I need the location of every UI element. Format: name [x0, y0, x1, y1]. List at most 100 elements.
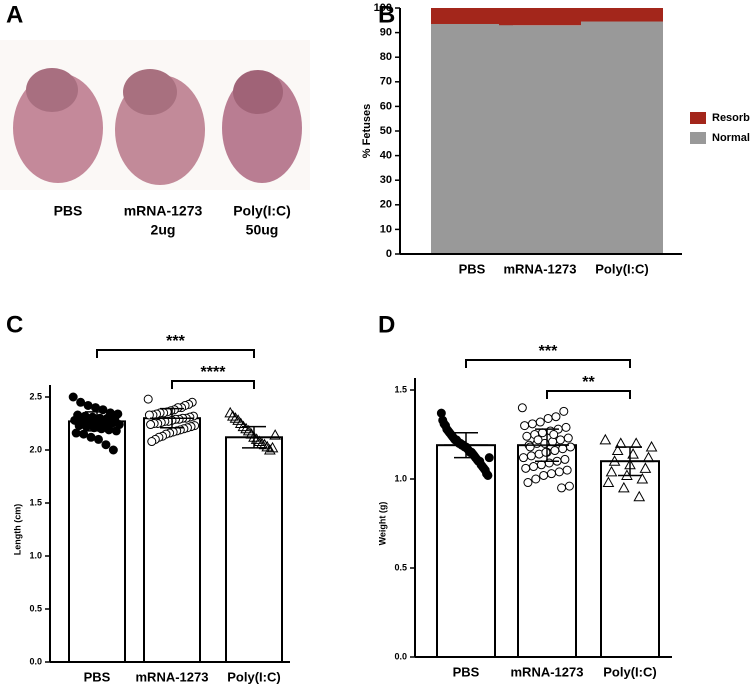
- data-point: [226, 410, 239, 421]
- data-point: [633, 490, 646, 502]
- y-tick-label: 80: [380, 51, 392, 63]
- bar-segment: [431, 8, 513, 24]
- y-tick-label: 100: [374, 2, 392, 14]
- x-tick-label: Poly(I:C): [595, 261, 648, 276]
- significance-bracket: [96, 349, 255, 358]
- data-point: [557, 483, 567, 493]
- y-axis-title: % Fetuses: [361, 104, 373, 158]
- data-point: [74, 421, 84, 431]
- x-tick-label: PBS: [459, 261, 486, 276]
- pup-label: 2ug: [151, 222, 176, 238]
- bar-segment: [581, 8, 663, 22]
- data-point: [93, 434, 103, 444]
- data-point: [630, 437, 643, 448]
- data-point: [232, 414, 244, 425]
- y-tick-label: 90: [380, 27, 392, 39]
- data-point: [436, 408, 446, 418]
- y-tick-label: 1.5: [29, 497, 42, 507]
- panel-letter: B: [378, 1, 395, 28]
- legend-label: Resorbed: [712, 112, 750, 124]
- error-bar: [232, 425, 276, 449]
- data-point: [484, 453, 494, 463]
- data-point: [146, 420, 156, 430]
- significance-label: ****: [201, 364, 227, 381]
- y-tick-label: 0.0: [29, 656, 42, 666]
- pup: [222, 70, 302, 183]
- pup-label: mRNA-1273: [124, 203, 203, 219]
- error-bar: [444, 431, 488, 459]
- data-point: [531, 474, 541, 484]
- significance-bracket: [546, 390, 631, 399]
- data-point: [79, 429, 89, 439]
- data-point: [599, 433, 612, 445]
- x-tick-label: Poly(I:C): [603, 664, 656, 679]
- data-point: [83, 400, 93, 410]
- bar: [600, 460, 660, 659]
- data-point: [86, 432, 96, 442]
- data-point: [261, 440, 274, 452]
- data-point: [91, 403, 101, 413]
- bar-segment: [499, 8, 581, 26]
- data-point: [639, 462, 652, 473]
- y-tick-label: 10: [380, 223, 392, 235]
- pup-photos: [0, 40, 310, 190]
- data-point: [266, 441, 279, 453]
- data-point: [617, 481, 630, 493]
- data-point: [240, 422, 252, 434]
- data-point: [559, 406, 569, 416]
- significance-label: **: [582, 374, 595, 391]
- y-tick-label: 50: [380, 125, 392, 137]
- data-point: [533, 435, 543, 445]
- data-point: [229, 412, 242, 423]
- data-point: [543, 413, 553, 423]
- x-tick-label: PBS: [84, 669, 111, 684]
- y-tick-label: 1.0: [394, 473, 407, 483]
- y-tick-label: 0.5: [29, 603, 42, 613]
- data-point: [563, 433, 573, 443]
- pup-label: Poly(I:C): [233, 203, 291, 219]
- data-point: [111, 426, 121, 436]
- x-tick-label: Poly(I:C): [227, 669, 280, 684]
- data-point: [558, 444, 568, 454]
- data-point: [636, 472, 649, 484]
- data-point: [234, 417, 247, 428]
- data-point: [539, 470, 549, 480]
- significance-label: ***: [539, 343, 558, 360]
- error-bar: [525, 428, 569, 462]
- bar-segment: [581, 21, 663, 255]
- data-point: [538, 428, 548, 438]
- x-tick-label: mRNA-1273: [136, 669, 209, 684]
- data-point: [258, 438, 271, 450]
- y-tick-label: 40: [380, 150, 392, 162]
- data-point: [562, 465, 572, 475]
- data-point: [605, 465, 618, 477]
- data-point: [521, 463, 531, 473]
- bar: [68, 420, 126, 663]
- y-tick-label: 2.5: [29, 391, 42, 401]
- data-point: [104, 425, 114, 435]
- pup: [115, 69, 205, 185]
- y-tick-label: 30: [380, 174, 392, 186]
- significance-bracket: [171, 380, 255, 389]
- data-point: [546, 469, 556, 479]
- data-point: [645, 440, 658, 452]
- data-point: [101, 440, 111, 450]
- y-tick-label: 0.0: [394, 651, 407, 661]
- significance-label: ***: [166, 333, 185, 350]
- data-point: [523, 478, 533, 488]
- data-point: [566, 442, 576, 452]
- data-point: [253, 435, 266, 447]
- panel-letter: A: [6, 1, 23, 28]
- data-point: [108, 445, 118, 455]
- data-point: [550, 446, 560, 456]
- error-bar: [150, 407, 194, 429]
- y-tick-label: 1.5: [394, 384, 407, 394]
- panel-letter: D: [378, 311, 395, 338]
- x-tick-label: PBS: [453, 664, 480, 679]
- data-point: [143, 394, 153, 404]
- data-point: [529, 462, 539, 472]
- panel-letter: C: [6, 311, 23, 338]
- data-point: [555, 435, 565, 445]
- legend-label: Normal: [712, 132, 750, 144]
